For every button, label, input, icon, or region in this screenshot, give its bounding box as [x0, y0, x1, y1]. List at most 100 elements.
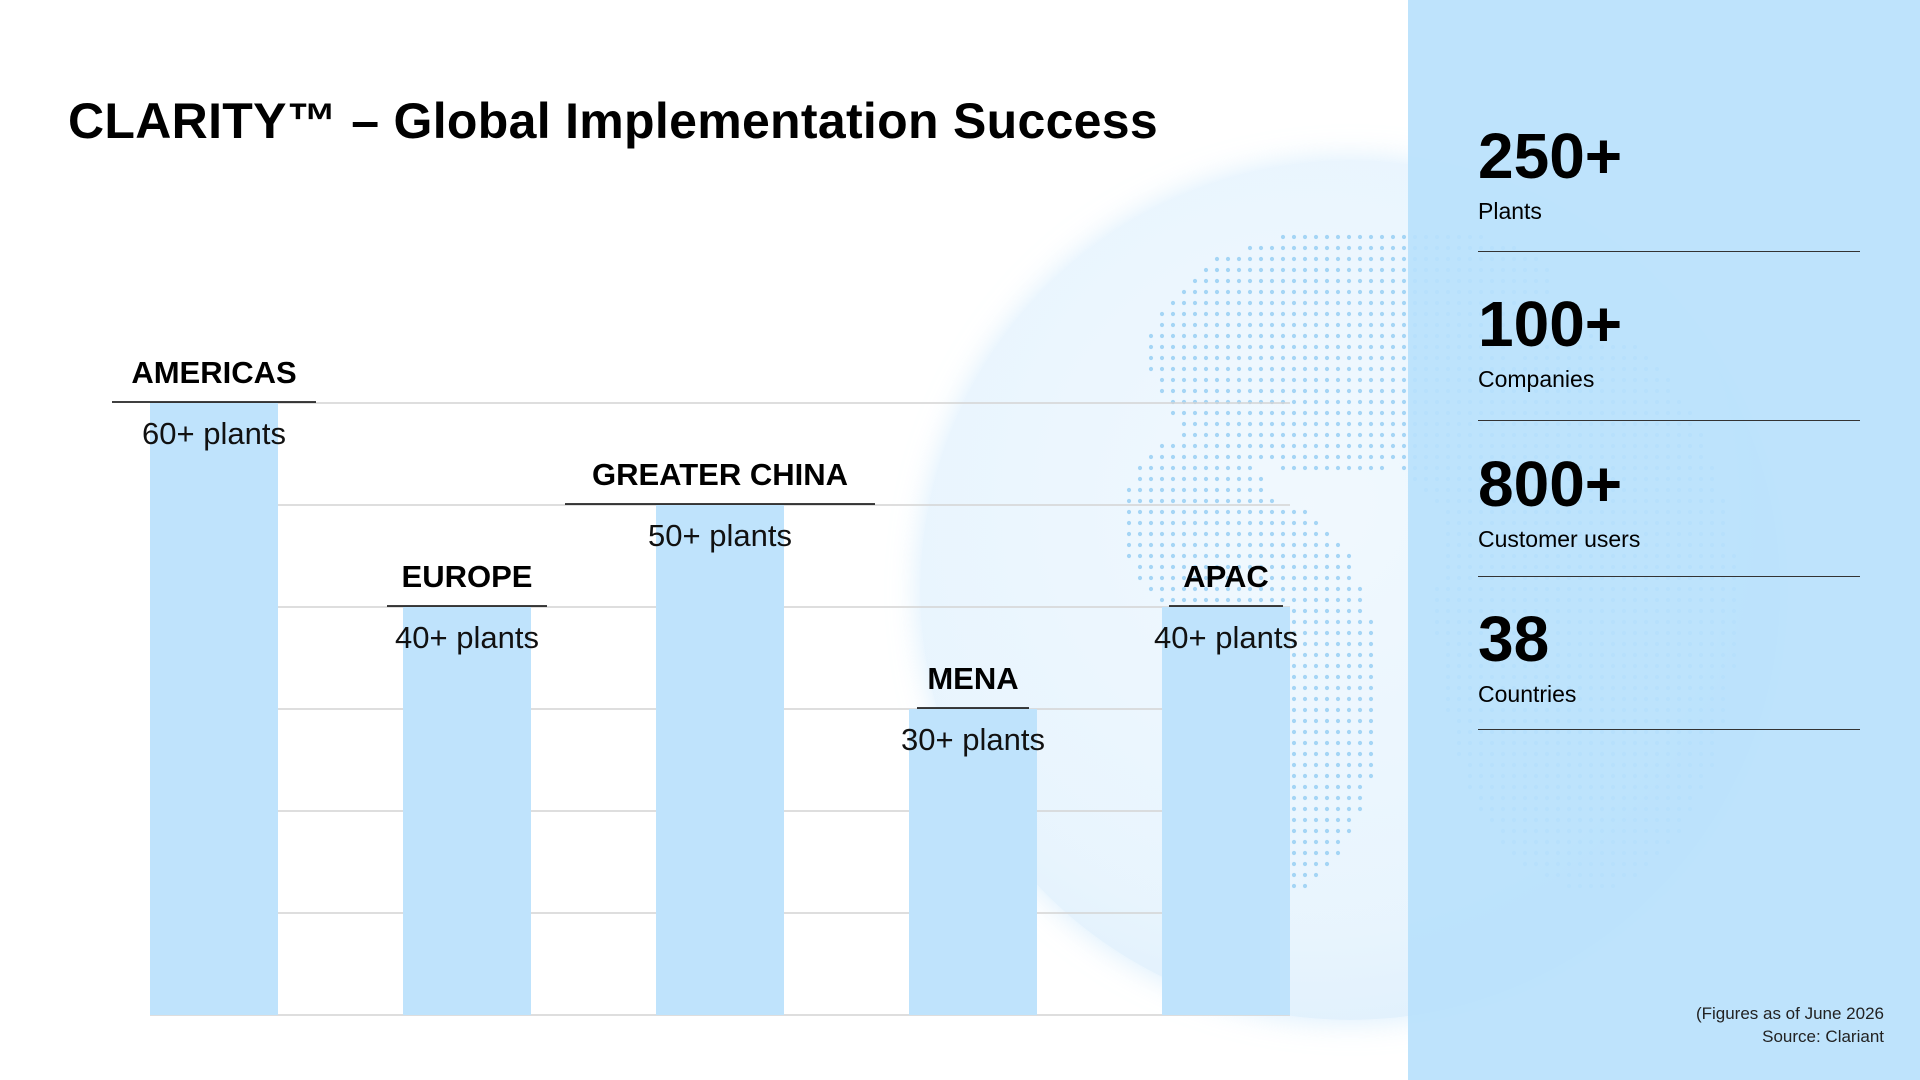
stat-divider [1478, 420, 1860, 421]
bar [403, 607, 531, 1015]
globe-dot [1368, 685, 1374, 691]
globe-dot [1247, 410, 1253, 416]
globe-dot [1313, 795, 1319, 801]
globe-dot [1247, 542, 1253, 548]
globe-dot [1291, 432, 1297, 438]
globe-dot [1214, 289, 1220, 295]
globe-dot [1291, 377, 1297, 383]
globe-dot [1346, 454, 1352, 460]
globe-dot [1357, 256, 1363, 262]
globe-dot [1346, 663, 1352, 669]
globe-dot [1368, 773, 1374, 779]
globe-dot [1335, 685, 1341, 691]
globe-dot [1335, 432, 1341, 438]
globe-dot [1203, 311, 1209, 317]
globe-dot [1368, 355, 1374, 361]
globe-dot [1302, 663, 1308, 669]
globe-dot [1192, 278, 1198, 284]
globe-dot [1401, 333, 1407, 339]
globe-dot [1236, 388, 1242, 394]
globe-dot [1357, 718, 1363, 724]
globe-dot [1379, 454, 1385, 460]
globe-dot [1203, 487, 1209, 493]
globe-dot [1324, 410, 1330, 416]
globe-dot [1291, 619, 1297, 625]
globe-dot [1390, 278, 1396, 284]
globe-dot [1368, 311, 1374, 317]
globe-dot [1192, 597, 1198, 603]
globe-dot [1390, 322, 1396, 328]
globe-dot [1269, 289, 1275, 295]
globe-dot [1335, 828, 1341, 834]
globe-dot [1346, 674, 1352, 680]
globe-dot [1324, 278, 1330, 284]
globe-dot [1258, 432, 1264, 438]
globe-dot [1214, 553, 1220, 559]
globe-dot [1236, 333, 1242, 339]
globe-dot [1291, 784, 1297, 790]
globe-dot [1269, 322, 1275, 328]
globe-dot [1291, 333, 1297, 339]
globe-dot [1170, 564, 1176, 570]
globe-dot [1346, 289, 1352, 295]
globe-dot [1401, 311, 1407, 317]
globe-dot [1302, 619, 1308, 625]
globe-dot [1247, 245, 1253, 251]
globe-dot [1357, 311, 1363, 317]
globe-dot [1302, 685, 1308, 691]
globe-dot [1214, 487, 1220, 493]
globe-dot [1335, 718, 1341, 724]
globe-dot [1335, 311, 1341, 317]
globe-dot [1203, 597, 1209, 603]
globe-dot [1236, 410, 1242, 416]
globe-dot [1324, 861, 1330, 867]
globe-dot [1280, 234, 1286, 240]
globe-dot [1313, 344, 1319, 350]
globe-dot [1258, 256, 1264, 262]
globe-dot [1170, 377, 1176, 383]
globe-dot [1291, 696, 1297, 702]
globe-dot [1302, 509, 1308, 515]
globe-dot [1258, 498, 1264, 504]
globe-dot [1313, 597, 1319, 603]
globe-dot [1346, 630, 1352, 636]
globe-dot [1181, 366, 1187, 372]
globe-dot [1313, 377, 1319, 383]
globe-dot [1401, 289, 1407, 295]
globe-dot [1346, 817, 1352, 823]
globe-dot [1148, 465, 1154, 471]
globe-dot [1214, 454, 1220, 460]
globe-dot [1247, 432, 1253, 438]
globe-dot [1258, 443, 1264, 449]
globe-dot [1291, 641, 1297, 647]
globe-dot [1236, 476, 1242, 482]
globe-dot [1170, 465, 1176, 471]
globe-dot [1346, 399, 1352, 405]
stat-divider [1478, 729, 1860, 730]
globe-dot [1170, 322, 1176, 328]
globe-dot [1269, 410, 1275, 416]
globe-dot [1236, 300, 1242, 306]
globe-dot [1236, 355, 1242, 361]
globe-dot [1148, 498, 1154, 504]
globe-dot [1291, 355, 1297, 361]
globe-dot [1203, 586, 1209, 592]
globe-dot [1203, 366, 1209, 372]
globe-dot [1192, 344, 1198, 350]
globe-dot [1225, 344, 1231, 350]
globe-dot [1159, 322, 1165, 328]
globe-dot [1324, 630, 1330, 636]
globe-dot [1357, 740, 1363, 746]
globe-dot [1192, 465, 1198, 471]
globe-dot [1225, 311, 1231, 317]
globe-dot [1368, 729, 1374, 735]
globe-dot [1214, 498, 1220, 504]
globe-dot [1313, 564, 1319, 570]
globe-dot [1203, 454, 1209, 460]
globe-dot [1203, 520, 1209, 526]
globe-dot [1346, 806, 1352, 812]
globe-dot [1159, 476, 1165, 482]
globe-dot [1258, 377, 1264, 383]
globe-dot [1192, 564, 1198, 570]
globe-dot [1269, 531, 1275, 537]
